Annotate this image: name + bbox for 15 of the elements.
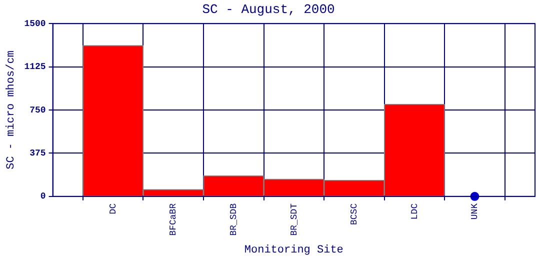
x-tick-label: UNK [470, 202, 480, 220]
y-tick-label: 1500 [24, 18, 46, 29]
x-tick-label: BFCaBR [168, 202, 179, 236]
x-tick-label: BR_SDB [229, 202, 240, 236]
x-axis-title: Monitoring Site [244, 244, 344, 256]
x-tick-label: LDC [410, 202, 420, 220]
y-tick-label: 375 [30, 148, 46, 158]
y-tick-label: 0 [40, 192, 46, 202]
x-tick-label: BR_SDT [289, 202, 300, 236]
y-tick-label: 750 [30, 105, 46, 116]
chart-title: SC - August, 2000 [202, 2, 335, 18]
y-axis-title: SC - micro mhos/cm [6, 50, 18, 170]
y-tick-label: 1125 [24, 62, 46, 72]
x-tick-label: DC [108, 202, 118, 214]
x-tick-label: BCSC [350, 202, 360, 226]
